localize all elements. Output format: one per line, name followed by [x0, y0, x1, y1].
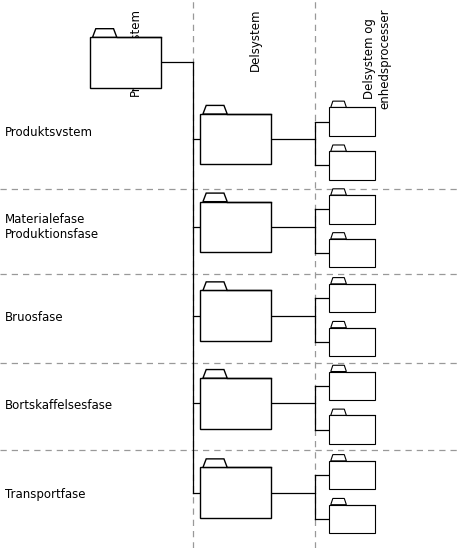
Text: Produktsvstem: Produktsvstem — [5, 126, 92, 139]
Text: Bruosfase: Bruosfase — [5, 311, 63, 324]
Polygon shape — [200, 467, 271, 518]
Polygon shape — [330, 455, 346, 461]
Polygon shape — [328, 505, 374, 533]
Text: Materialefase: Materialefase — [5, 213, 85, 226]
Polygon shape — [202, 282, 227, 290]
Text: Bortskaffelsesfase: Bortskaffelsesfase — [5, 399, 112, 412]
Polygon shape — [330, 322, 346, 328]
Polygon shape — [202, 369, 227, 378]
Polygon shape — [328, 461, 374, 489]
Polygon shape — [330, 101, 346, 107]
Polygon shape — [200, 202, 271, 252]
Polygon shape — [330, 189, 346, 195]
Polygon shape — [328, 239, 374, 267]
Polygon shape — [328, 195, 374, 224]
Text: Delsystem og
enhedsprocesser: Delsystem og enhedsprocesser — [363, 8, 390, 109]
Text: Produktionsfase: Produktionsfase — [5, 228, 99, 241]
Polygon shape — [328, 372, 374, 400]
Polygon shape — [330, 278, 346, 284]
Polygon shape — [328, 284, 374, 312]
Text: Delsystem: Delsystem — [248, 8, 261, 71]
Text: Transportfase: Transportfase — [5, 488, 85, 501]
Polygon shape — [92, 28, 117, 37]
Polygon shape — [330, 409, 346, 415]
Polygon shape — [330, 366, 346, 372]
Polygon shape — [202, 193, 227, 202]
Text: Produktsystem: Produktsystem — [129, 8, 142, 96]
Polygon shape — [328, 151, 374, 180]
Polygon shape — [90, 37, 161, 88]
Polygon shape — [200, 114, 271, 164]
Polygon shape — [328, 328, 374, 356]
Polygon shape — [330, 233, 346, 239]
Polygon shape — [202, 459, 227, 467]
Polygon shape — [202, 105, 227, 114]
Polygon shape — [200, 290, 271, 341]
Polygon shape — [328, 107, 374, 136]
Polygon shape — [200, 378, 271, 429]
Polygon shape — [328, 415, 374, 444]
Polygon shape — [330, 145, 346, 151]
Polygon shape — [330, 499, 346, 505]
